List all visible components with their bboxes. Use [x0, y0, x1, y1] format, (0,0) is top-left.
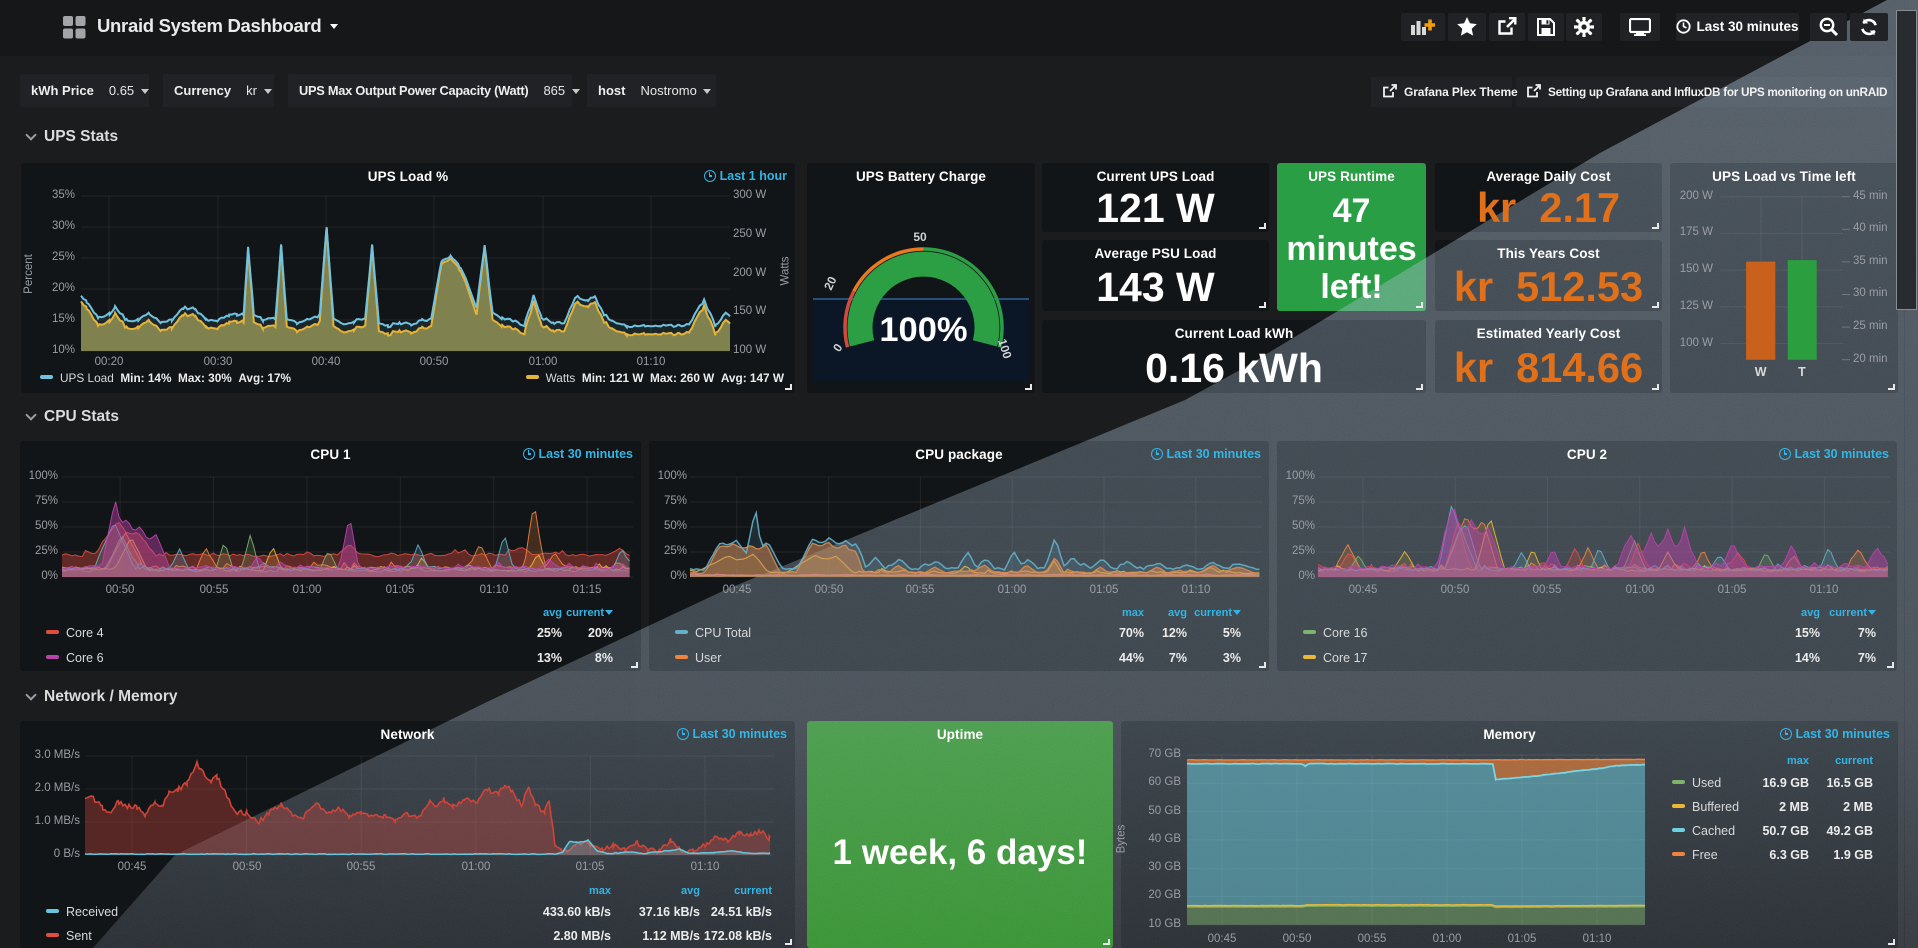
- svg-text:20: 20: [821, 274, 839, 292]
- svg-text:50: 50: [913, 230, 927, 244]
- svg-text:T: T: [1798, 365, 1806, 379]
- svg-text:W: W: [1755, 365, 1767, 379]
- svg-text:100%: 100%: [879, 311, 967, 349]
